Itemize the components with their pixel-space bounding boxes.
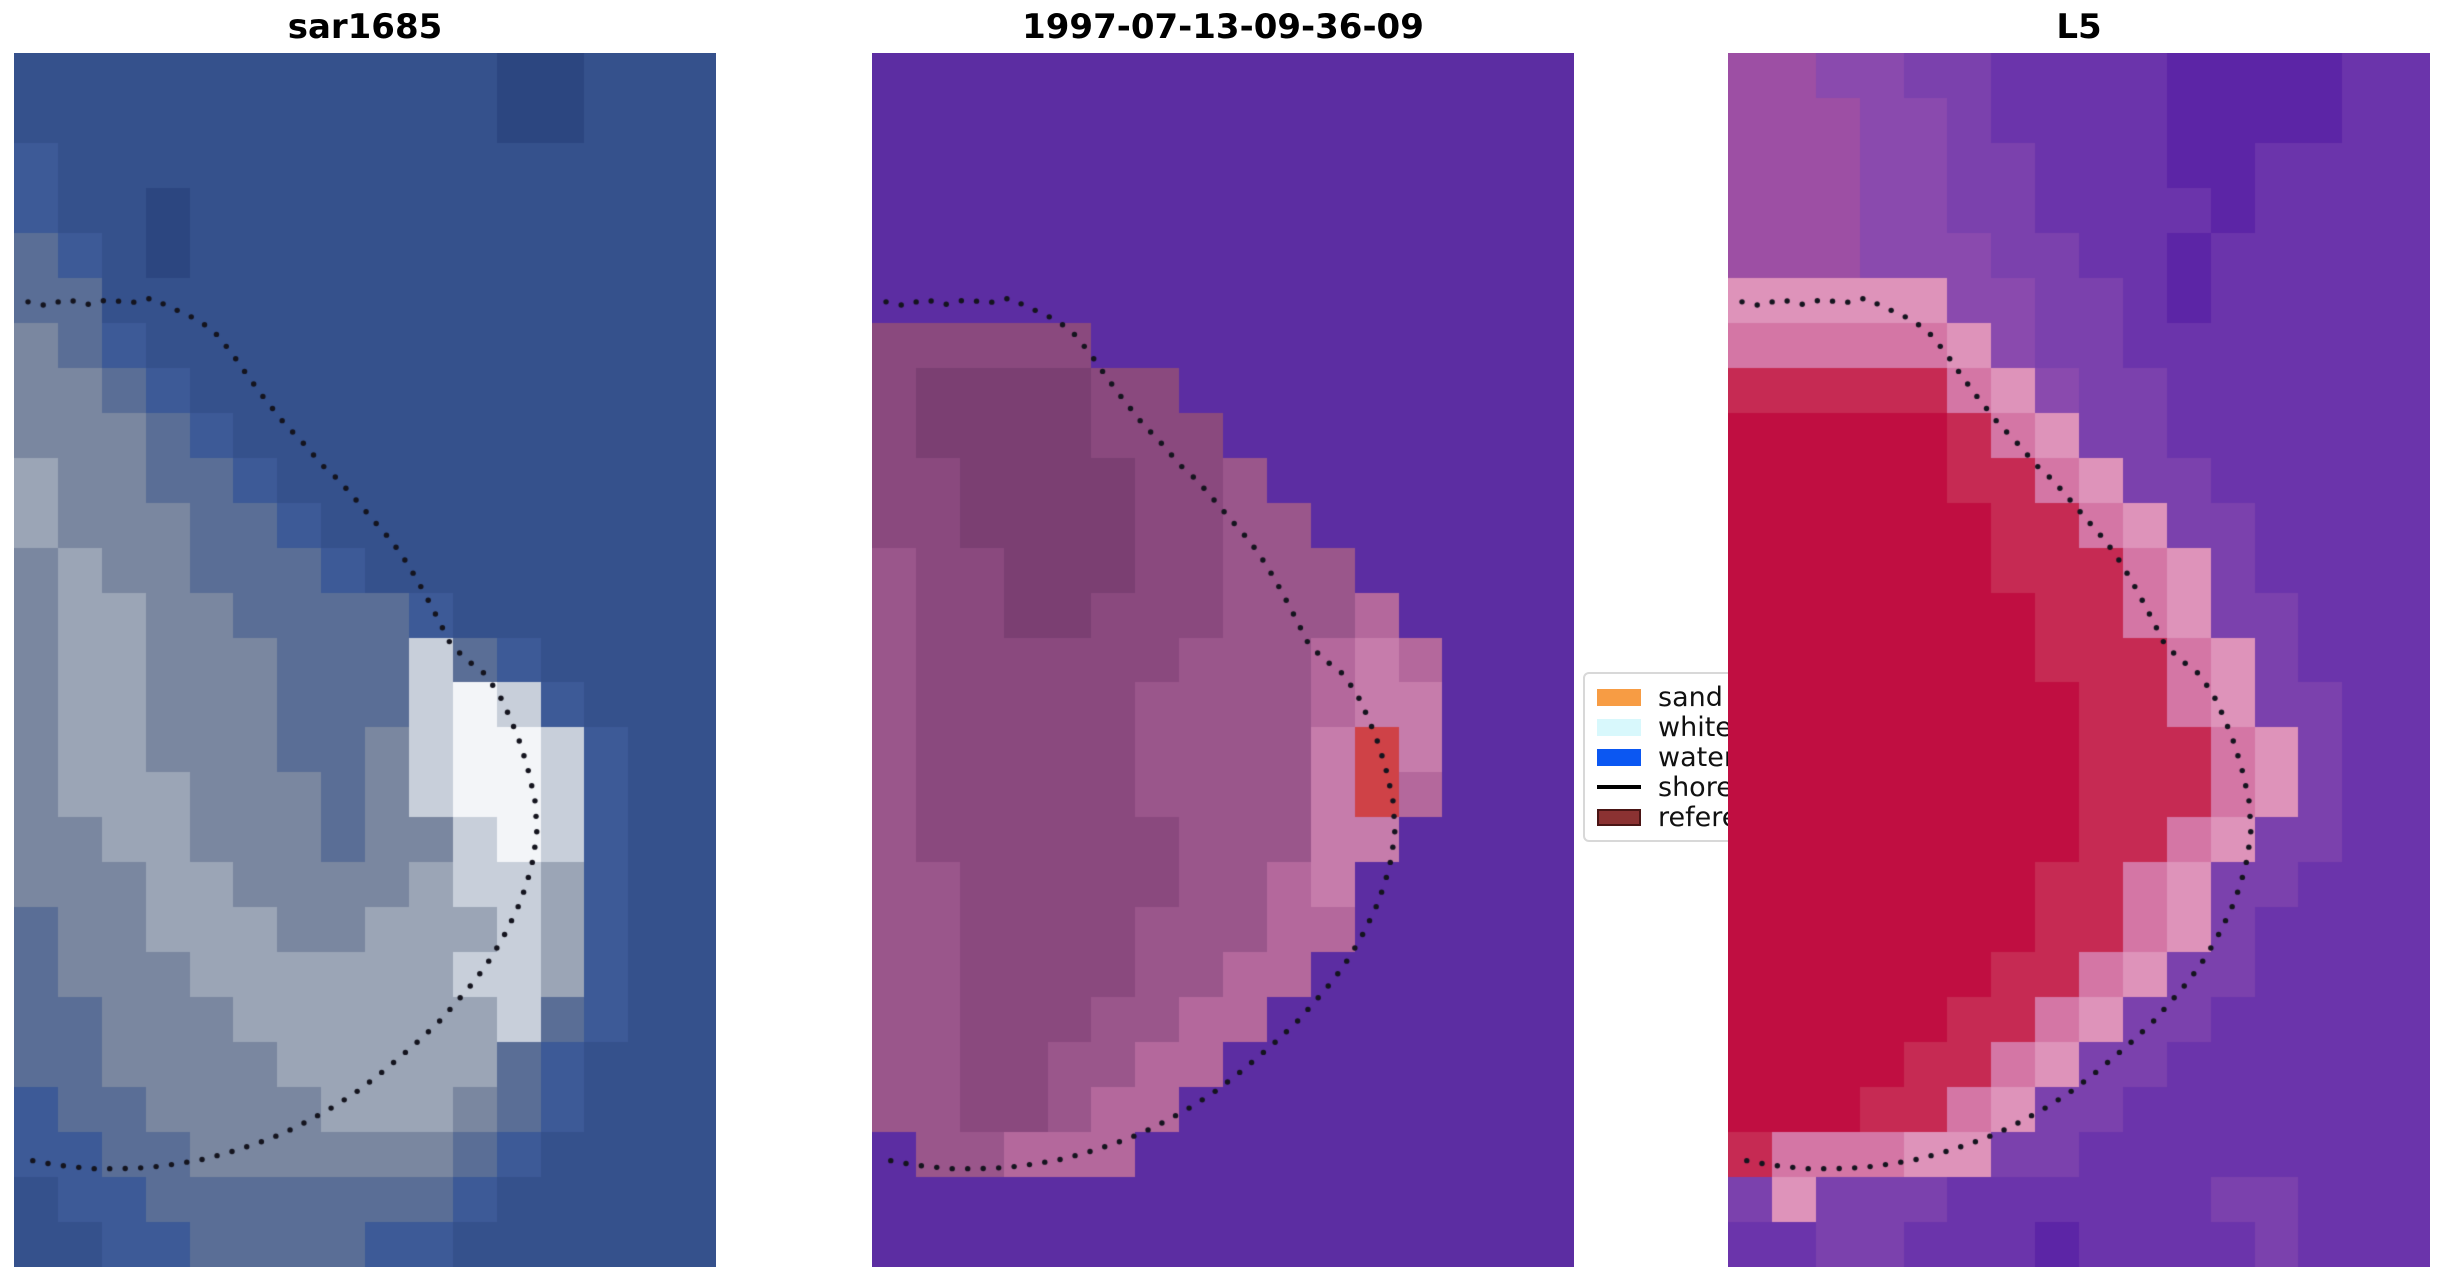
panel-title-sar1685: sar1685 xyxy=(287,7,443,47)
whitewater-swatch xyxy=(1597,718,1641,736)
legend-entry-water: water xyxy=(1597,743,1801,771)
legend-entry-sand: sand xyxy=(1597,683,1801,711)
shoreline-line-swatch xyxy=(1597,785,1641,789)
sand-swatch xyxy=(1597,688,1641,706)
legend-label-sand: sand xyxy=(1658,681,1723,713)
water-swatch xyxy=(1597,748,1641,766)
panel-title-l5: L5 xyxy=(2056,7,2102,47)
l5-image-panel xyxy=(1728,53,2430,1267)
sar-image-panel xyxy=(14,53,716,1267)
classified-image-panel xyxy=(872,53,1574,1267)
reference-swatch xyxy=(1597,808,1641,826)
legend-label-water: water xyxy=(1658,741,1735,773)
panel-title-date: 1997-07-13-09-36-09 xyxy=(1022,7,1424,47)
